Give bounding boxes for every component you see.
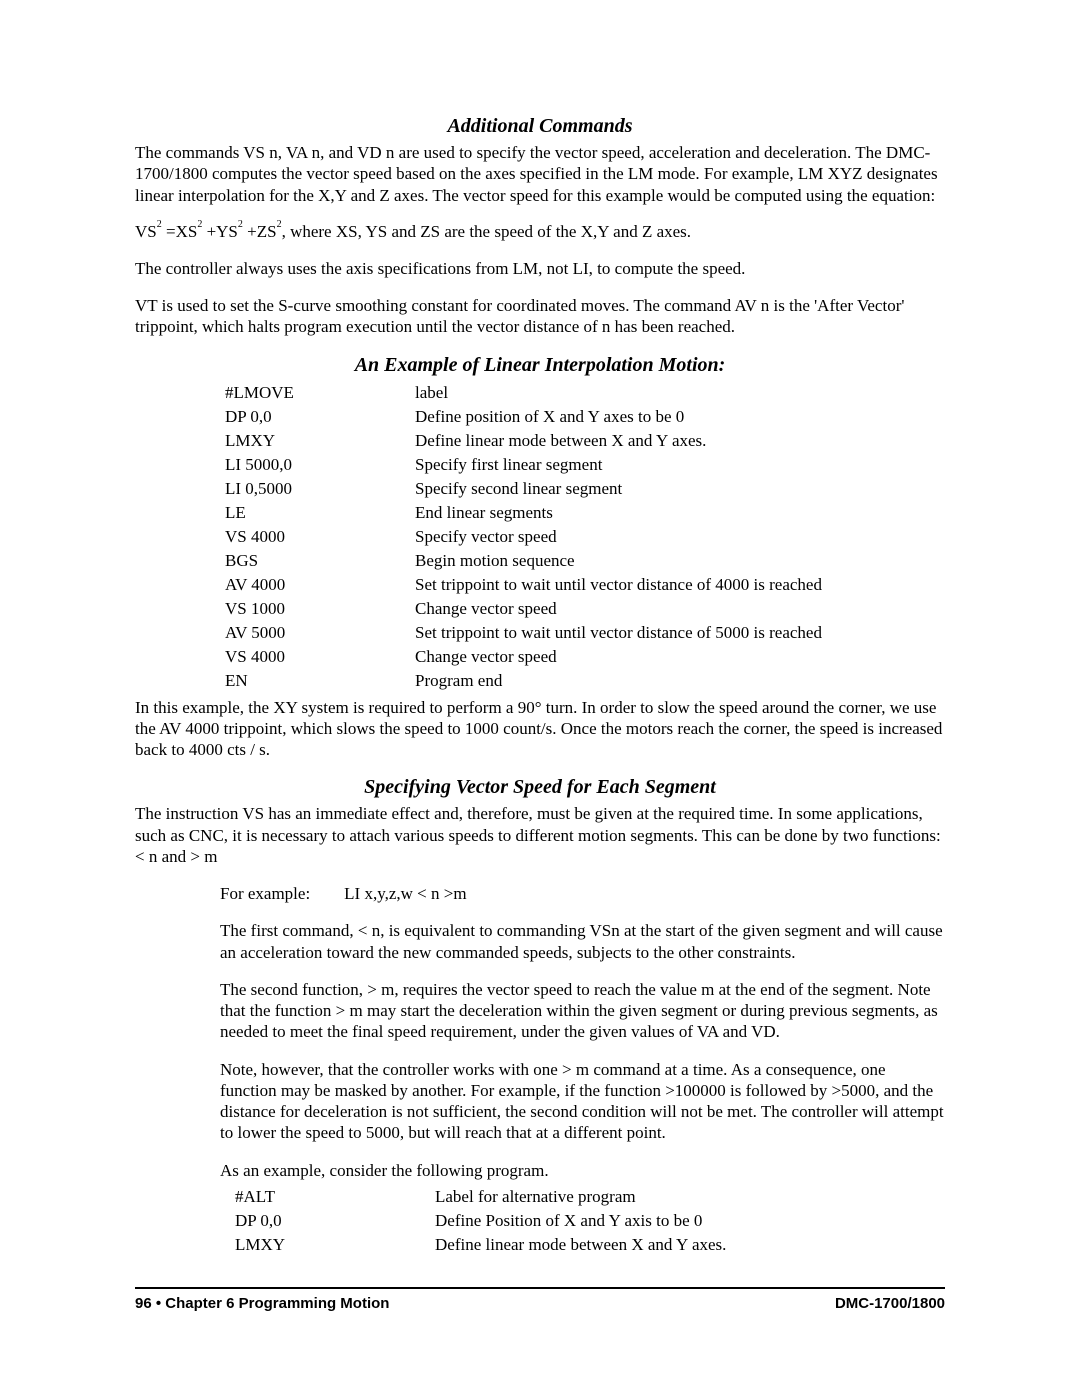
description-cell: Change vector speed bbox=[415, 597, 822, 621]
command-cell: LI 0,5000 bbox=[225, 477, 415, 501]
heading-additional-commands: Additional Commands bbox=[135, 115, 945, 138]
table-row: BGSBegin motion sequence bbox=[225, 549, 822, 573]
table-row: LI 5000,0Specify first linear segment bbox=[225, 453, 822, 477]
table-row: AV 5000Set trippoint to wait until vecto… bbox=[225, 621, 822, 645]
footer-left: 96 • Chapter 6 Programming Motion bbox=[135, 1295, 389, 1312]
page-footer: 96 • Chapter 6 Programming Motion DMC-17… bbox=[135, 1295, 945, 1312]
command-cell: VS 4000 bbox=[225, 645, 415, 669]
description-cell: Specify first linear segment bbox=[415, 453, 822, 477]
command-cell: #ALT bbox=[235, 1185, 435, 1209]
command-cell: DP 0,0 bbox=[235, 1209, 435, 1233]
table-row: DP 0,0Define Position of X and Y axis to… bbox=[235, 1209, 726, 1233]
command-cell: EN bbox=[225, 669, 415, 693]
command-cell: VS 1000 bbox=[225, 597, 415, 621]
indented-block: For example: LI x,y,z,w < n >m The first… bbox=[220, 883, 945, 1181]
table-row: LMXYDefine linear mode between X and Y a… bbox=[235, 1233, 726, 1257]
paragraph: VT is used to set the S-curve smoothing … bbox=[135, 295, 945, 338]
paragraph: The commands VS n, VA n, and VD n are us… bbox=[135, 142, 945, 206]
equation-tail: , where XS, YS and ZS are the speed of t… bbox=[282, 222, 691, 241]
description-cell: End linear segments bbox=[415, 501, 822, 525]
command-cell: BGS bbox=[225, 549, 415, 573]
table-row: VS 1000Change vector speed bbox=[225, 597, 822, 621]
footer-right: DMC-1700/1800 bbox=[835, 1295, 945, 1312]
command-cell: AV 5000 bbox=[225, 621, 415, 645]
paragraph: As an example, consider the following pr… bbox=[220, 1160, 945, 1181]
table-row: AV 4000Set trippoint to wait until vecto… bbox=[225, 573, 822, 597]
command-cell: LMXY bbox=[225, 429, 415, 453]
paragraph: The instruction VS has an immediate effe… bbox=[135, 803, 945, 867]
description-cell: Set trippoint to wait until vector dista… bbox=[415, 573, 822, 597]
table-row: DP 0,0Define position of X and Y axes to… bbox=[225, 405, 822, 429]
paragraph: The first command, < n, is equivalent to… bbox=[220, 920, 945, 963]
description-cell: Define position of X and Y axes to be 0 bbox=[415, 405, 822, 429]
description-cell: Label for alternative program bbox=[435, 1185, 726, 1209]
table-row: #LMOVElabel bbox=[225, 381, 822, 405]
table-row: VS 4000Specify vector speed bbox=[225, 525, 822, 549]
command-cell: DP 0,0 bbox=[225, 405, 415, 429]
description-cell: Set trippoint to wait until vector dista… bbox=[415, 621, 822, 645]
heading-example-linear: An Example of Linear Interpolation Motio… bbox=[135, 354, 945, 377]
command-cell: VS 4000 bbox=[225, 525, 415, 549]
description-cell: Specify second linear segment bbox=[415, 477, 822, 501]
description-cell: Begin motion sequence bbox=[415, 549, 822, 573]
equation-vector-speed: VS2 =XS2 +YS2 +ZS2, where XS, YS and ZS … bbox=[135, 222, 945, 242]
code-example-table: #LMOVElabelDP 0,0Define position of X an… bbox=[225, 381, 822, 693]
heading-vector-speed-segment: Specifying Vector Speed for Each Segment bbox=[135, 776, 945, 799]
command-cell: LI 5000,0 bbox=[225, 453, 415, 477]
description-cell: Specify vector speed bbox=[415, 525, 822, 549]
description-cell: Program end bbox=[415, 669, 822, 693]
document-page: Additional Commands The commands VS n, V… bbox=[0, 0, 1080, 1362]
paragraph: In this example, the XY system is requir… bbox=[135, 697, 945, 761]
example-line: For example: LI x,y,z,w < n >m bbox=[220, 883, 945, 904]
description-cell: Change vector speed bbox=[415, 645, 822, 669]
command-cell: AV 4000 bbox=[225, 573, 415, 597]
paragraph: The controller always uses the axis spec… bbox=[135, 258, 945, 279]
command-cell: LMXY bbox=[235, 1233, 435, 1257]
table-row: LEEnd linear segments bbox=[225, 501, 822, 525]
command-cell: #LMOVE bbox=[225, 381, 415, 405]
table-row: ENProgram end bbox=[225, 669, 822, 693]
table-row: LI 0,5000Specify second linear segment bbox=[225, 477, 822, 501]
paragraph: The second function, > m, requires the v… bbox=[220, 979, 945, 1043]
table-row: VS 4000Change vector speed bbox=[225, 645, 822, 669]
paragraph: Note, however, that the controller works… bbox=[220, 1059, 945, 1144]
description-cell: Define linear mode between X and Y axes. bbox=[435, 1233, 726, 1257]
description-cell: label bbox=[415, 381, 822, 405]
footer-divider bbox=[135, 1287, 945, 1289]
code-example-table-alt: #ALTLabel for alternative programDP 0,0D… bbox=[235, 1185, 726, 1257]
table-row: #ALTLabel for alternative program bbox=[235, 1185, 726, 1209]
table-row: LMXYDefine linear mode between X and Y a… bbox=[225, 429, 822, 453]
command-cell: LE bbox=[225, 501, 415, 525]
description-cell: Define linear mode between X and Y axes. bbox=[415, 429, 822, 453]
description-cell: Define Position of X and Y axis to be 0 bbox=[435, 1209, 726, 1233]
